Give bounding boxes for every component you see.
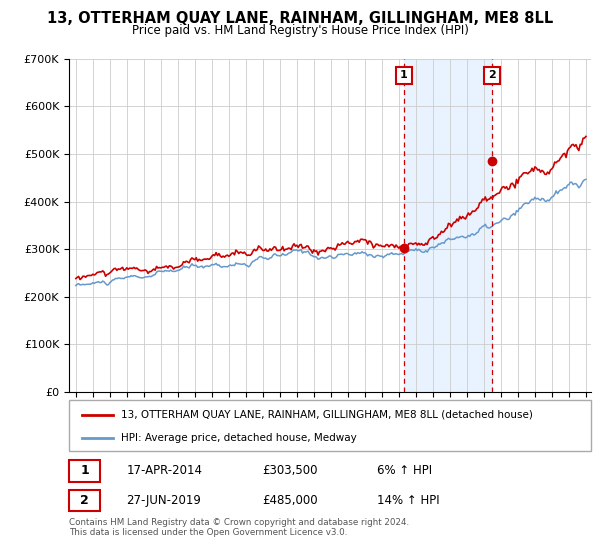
Text: 2: 2 [488,71,496,81]
FancyBboxPatch shape [69,490,100,511]
FancyBboxPatch shape [69,400,591,451]
Text: 27-JUN-2019: 27-JUN-2019 [127,493,201,507]
Text: 6% ↑ HPI: 6% ↑ HPI [377,464,432,477]
Text: 1: 1 [80,464,89,477]
Text: 14% ↑ HPI: 14% ↑ HPI [377,493,440,507]
Text: £485,000: £485,000 [262,493,318,507]
Text: Price paid vs. HM Land Registry's House Price Index (HPI): Price paid vs. HM Land Registry's House … [131,24,469,36]
Text: 13, OTTERHAM QUAY LANE, RAINHAM, GILLINGHAM, ME8 8LL: 13, OTTERHAM QUAY LANE, RAINHAM, GILLING… [47,11,553,26]
Text: 13, OTTERHAM QUAY LANE, RAINHAM, GILLINGHAM, ME8 8LL (detached house): 13, OTTERHAM QUAY LANE, RAINHAM, GILLING… [121,409,533,419]
Text: HPI: Average price, detached house, Medway: HPI: Average price, detached house, Medw… [121,433,357,443]
Bar [404,59,492,392]
Text: 2: 2 [80,493,89,507]
Text: 17-APR-2014: 17-APR-2014 [127,464,202,477]
Text: £303,500: £303,500 [262,464,317,477]
FancyBboxPatch shape [69,460,100,482]
Text: 1: 1 [400,71,407,81]
Text: Contains HM Land Registry data © Crown copyright and database right 2024.
This d: Contains HM Land Registry data © Crown c… [69,518,409,538]
